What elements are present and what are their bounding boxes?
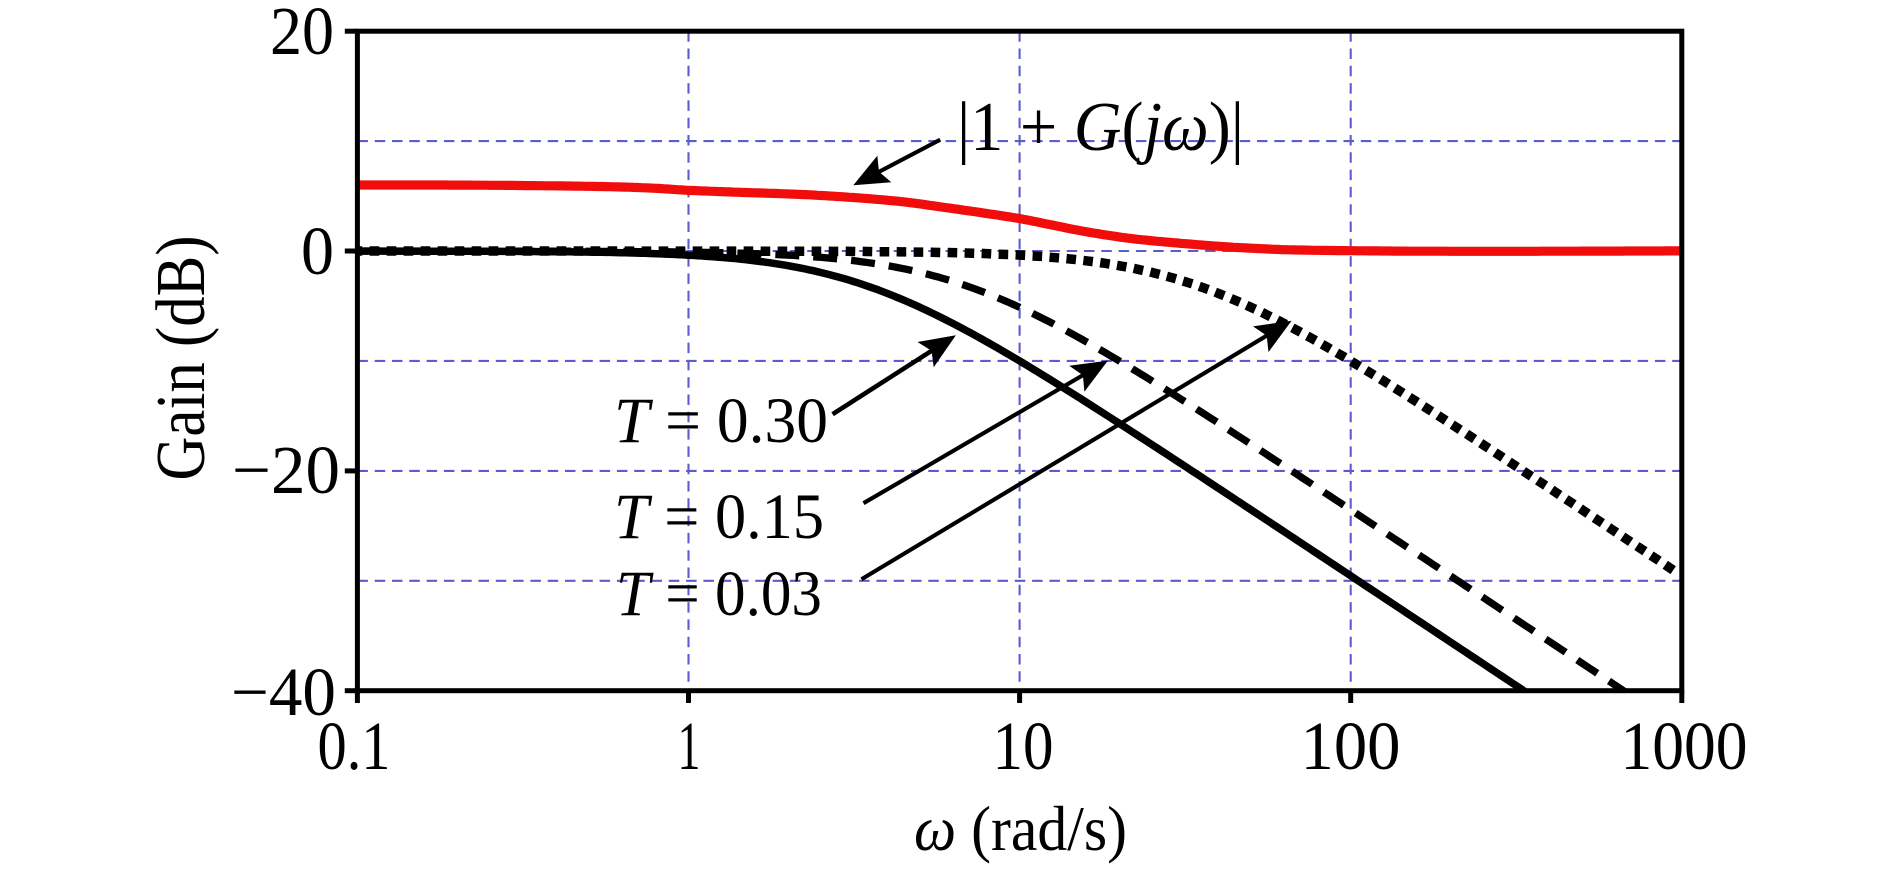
svg-text:|1 + G(jω)|: |1 + G(jω)|: [957, 89, 1244, 166]
svg-text:Gain (dB): Gain (dB): [143, 236, 220, 481]
svg-text:−20: −20: [232, 432, 340, 508]
svg-text:10: 10: [993, 708, 1054, 784]
svg-text:T = 0.30: T = 0.30: [614, 385, 828, 457]
svg-text:−40: −40: [231, 654, 336, 730]
svg-text:T = 0.15: T = 0.15: [614, 481, 824, 553]
svg-text:1000: 1000: [1621, 708, 1748, 784]
svg-text:1: 1: [678, 708, 701, 784]
svg-text:0.1: 0.1: [318, 708, 391, 784]
svg-text:T = 0.03: T = 0.03: [616, 558, 822, 630]
svg-text:20: 20: [270, 0, 334, 69]
svg-text:100: 100: [1301, 708, 1401, 784]
svg-text:0: 0: [301, 213, 334, 289]
svg-text:ω (rad/s): ω (rad/s): [914, 793, 1127, 864]
